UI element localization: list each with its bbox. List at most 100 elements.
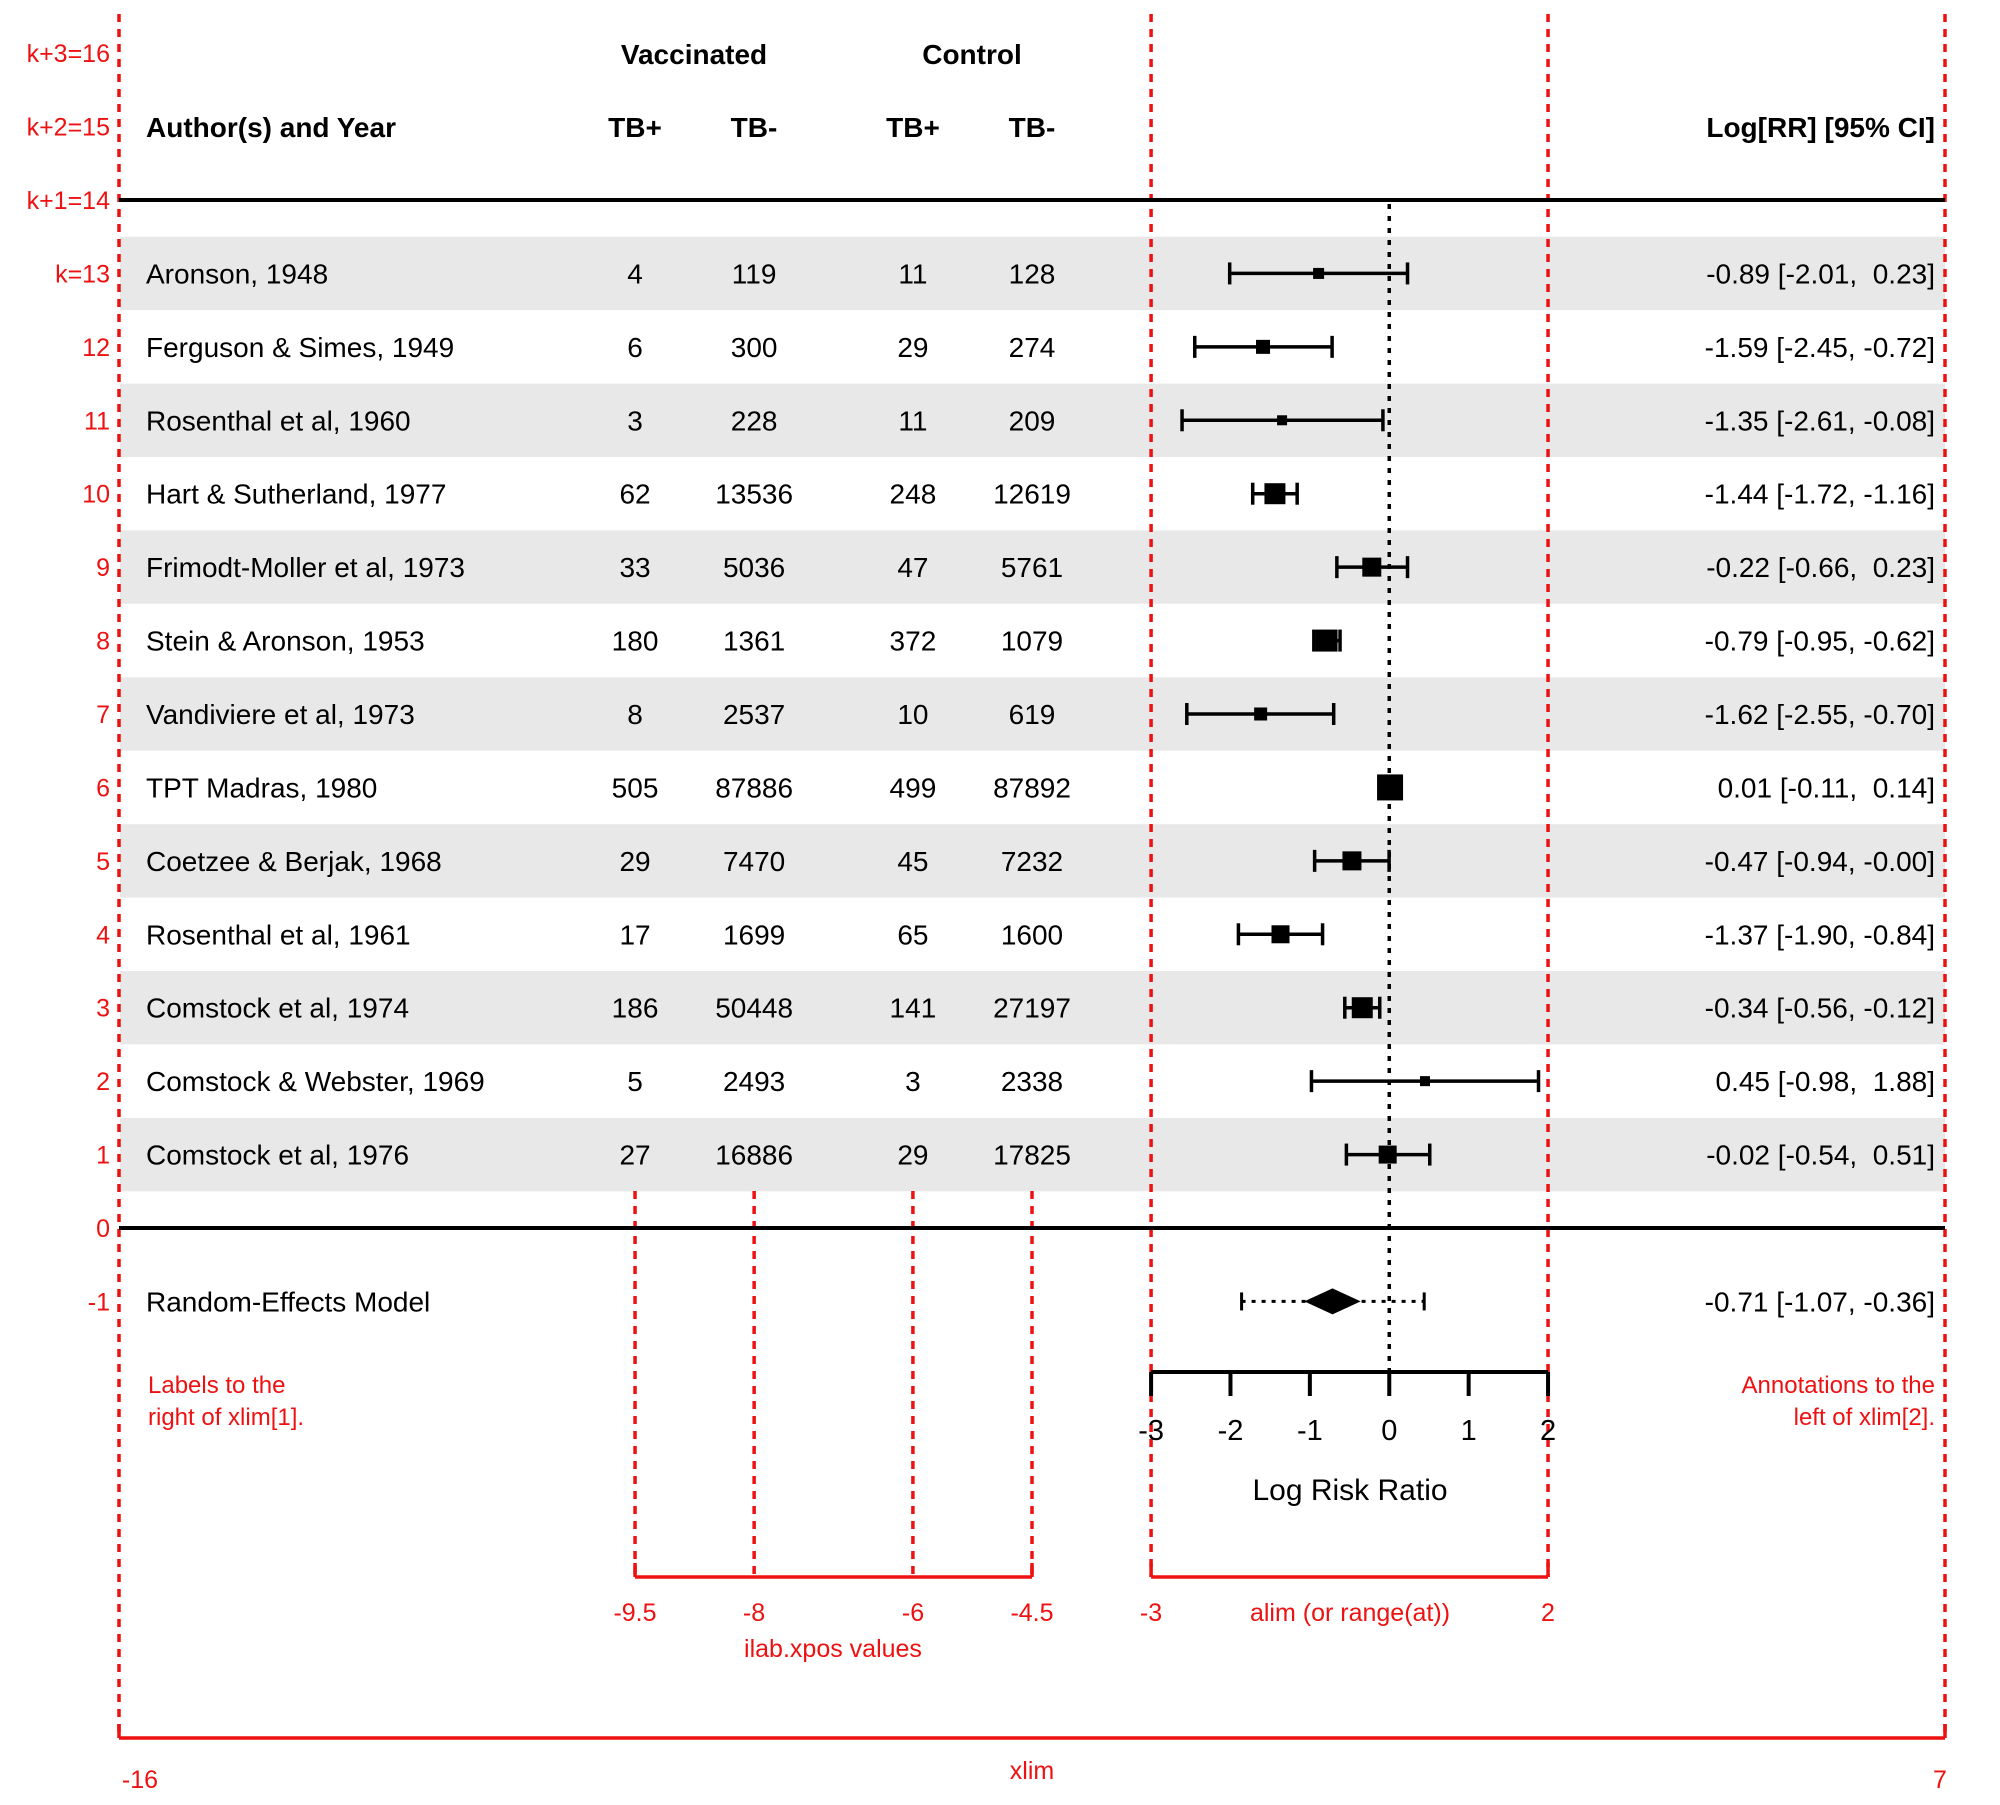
effect-size-square: [1362, 557, 1382, 577]
x-axis-tick-label: -1: [1297, 1415, 1323, 1447]
study-estimate-annotation: -0.34 [-0.56, -0.12]: [1705, 993, 1935, 1024]
xlim-caption: xlim: [1010, 1757, 1054, 1785]
model-label: Random-Effects Model: [146, 1286, 430, 1317]
control-tb-pos-value: 11: [898, 258, 927, 289]
row-number-label: 2: [96, 1068, 110, 1096]
control-tb-neg-value: 274: [1009, 332, 1056, 363]
control-tb-pos-value: 29: [897, 1140, 928, 1171]
study-estimate-annotation: 0.45 [-0.98, 1.88]: [1716, 1066, 1936, 1097]
vaccinated-tb-pos-value: 186: [612, 993, 659, 1024]
vaccinated-tb-pos-value: 4: [627, 258, 643, 289]
control-tb-pos-value: 65: [897, 919, 928, 950]
alim-left-label: -3: [1140, 1599, 1162, 1627]
row-shading-band: [120, 1117, 1945, 1192]
study-estimate-annotation: -1.44 [-1.72, -1.16]: [1705, 479, 1935, 510]
right-caption-line2: left of xlim[2].: [1794, 1404, 1935, 1431]
row-number-label: -1: [88, 1288, 110, 1316]
vaccinated-tb-pos-value: 505: [612, 772, 659, 803]
effect-size-square: [1271, 925, 1290, 944]
control-tb-pos-value: 141: [890, 993, 937, 1024]
vaccinated-tb-pos-value: 8: [627, 699, 643, 730]
control-tb-pos-value: 29: [897, 332, 928, 363]
effect-size-square: [1378, 1145, 1397, 1164]
vaccinated-tb-neg-value: 1699: [723, 919, 785, 950]
row-number-label: 10: [82, 481, 110, 509]
row-number-label: 8: [96, 628, 110, 656]
row-shading-band: [120, 383, 1945, 457]
study-author-label: Frimodt-Moller et al, 1973: [146, 552, 465, 583]
control-tb-pos-value: 372: [890, 626, 937, 657]
effect-size-square: [1351, 997, 1373, 1019]
vaccinated-tb-pos-value: 5: [627, 1066, 643, 1097]
study-author-label: Ferguson & Simes, 1949: [146, 332, 454, 363]
row-shading-band: [120, 530, 1945, 604]
vaccinated-tb-pos-value: 180: [612, 626, 659, 657]
control-tb-neg-value: 87892: [993, 772, 1071, 803]
study-estimate-annotation: -1.59 [-2.45, -0.72]: [1705, 332, 1935, 363]
vaccinated-tb-neg-value: 2537: [723, 699, 785, 730]
effect-size-square: [1377, 774, 1404, 801]
control-tb-pos-value: 499: [890, 772, 937, 803]
row-number-label: 1: [96, 1142, 110, 1170]
effect-size-square: [1419, 1076, 1430, 1087]
x-axis-title: Log Risk Ratio: [1252, 1474, 1447, 1507]
study-author-label: Hart & Sutherland, 1977: [146, 479, 446, 510]
vaccinated-tb-neg-value: 87886: [715, 772, 793, 803]
row-number-label: 6: [96, 774, 110, 802]
study-author-label: Rosenthal et al, 1961: [146, 919, 411, 950]
vaccinated-tb-neg-value: 228: [731, 405, 778, 436]
x-axis-tick-label: 1: [1461, 1415, 1477, 1447]
vaccinated-tb-neg-value: 13536: [715, 479, 793, 510]
vaccinated-tb-neg-value: 300: [731, 332, 778, 363]
vaccinated-tb-pos-header: TB+: [608, 112, 662, 143]
study-estimate-annotation: 0.01 [-0.11, 0.14]: [1718, 772, 1935, 803]
control-tb-neg-value: 27197: [993, 993, 1071, 1024]
annotation-column-header: Log[RR] [95% CI]: [1706, 112, 1935, 143]
left-caption-line2: right of xlim[1].: [148, 1404, 304, 1431]
row-number-label: 12: [82, 334, 110, 362]
x-axis-tick-label: -3: [1138, 1415, 1164, 1447]
control-tb-pos-value: 248: [890, 479, 937, 510]
control-tb-neg-value: 5761: [1001, 552, 1063, 583]
study-author-label: Aronson, 1948: [146, 258, 328, 289]
ilab-xpos-tick-label: -4.5: [1010, 1599, 1053, 1627]
control-tb-pos-value: 47: [897, 552, 928, 583]
row-shading-band: [120, 677, 1945, 751]
row-shading-band: [120, 236, 1945, 311]
summary-diamond: [1304, 1288, 1361, 1315]
study-author-label: Vandiviere et al, 1973: [146, 699, 415, 730]
row-shading-band: [120, 971, 1945, 1045]
author-column-header: Author(s) and Year: [146, 112, 396, 143]
static-labels-layer: Author(s) and Year Vaccinated Control TB…: [122, 39, 1947, 1794]
x-axis-tick-label: 2: [1540, 1415, 1556, 1447]
study-author-label: TPT Madras, 1980: [146, 772, 377, 803]
row-number-label: k+2=15: [27, 114, 110, 142]
table-text-layer: Aronson, 1948 4 119 11 128 -0.89 [-2.01, 0.23…: [146, 258, 1935, 1317]
effect-size-square: [1254, 707, 1268, 721]
control-tb-neg-value: 7232: [1001, 846, 1063, 877]
row-number-label: 11: [84, 407, 110, 435]
alim-right-label: 2: [1541, 1599, 1555, 1627]
alim-caption: alim (or range(at)): [1250, 1599, 1450, 1627]
plot-structure-layer: -3 -2 -1 0 1 2: [119, 198, 1945, 1447]
control-tb-neg-value: 17825: [993, 1140, 1071, 1171]
vaccinated-group-header: Vaccinated: [621, 39, 767, 70]
control-tb-neg-value: 12619: [993, 479, 1071, 510]
effect-size-square: [1264, 483, 1286, 505]
vaccinated-tb-neg-value: 119: [732, 258, 777, 289]
ilab-xpos-tick-label: -9.5: [613, 1599, 656, 1627]
vaccinated-tb-pos-value: 62: [619, 479, 650, 510]
vaccinated-tb-neg-header: TB-: [731, 112, 778, 143]
row-number-label: k+1=14: [27, 187, 111, 215]
control-tb-neg-value: 2338: [1001, 1066, 1063, 1097]
forest-markers-layer: [1180, 262, 1541, 1315]
row-number-label: k=13: [55, 260, 110, 288]
xlim-left-label: -16: [122, 1766, 158, 1794]
control-tb-pos-value: 11: [898, 405, 927, 436]
study-estimate-annotation: -1.37 [-1.90, -0.84]: [1705, 919, 1935, 950]
vaccinated-tb-pos-value: 33: [619, 552, 650, 583]
study-author-label: Rosenthal et al, 1960: [146, 405, 411, 436]
row-number-label: 9: [96, 554, 110, 582]
row-number-label: 0: [96, 1215, 110, 1243]
